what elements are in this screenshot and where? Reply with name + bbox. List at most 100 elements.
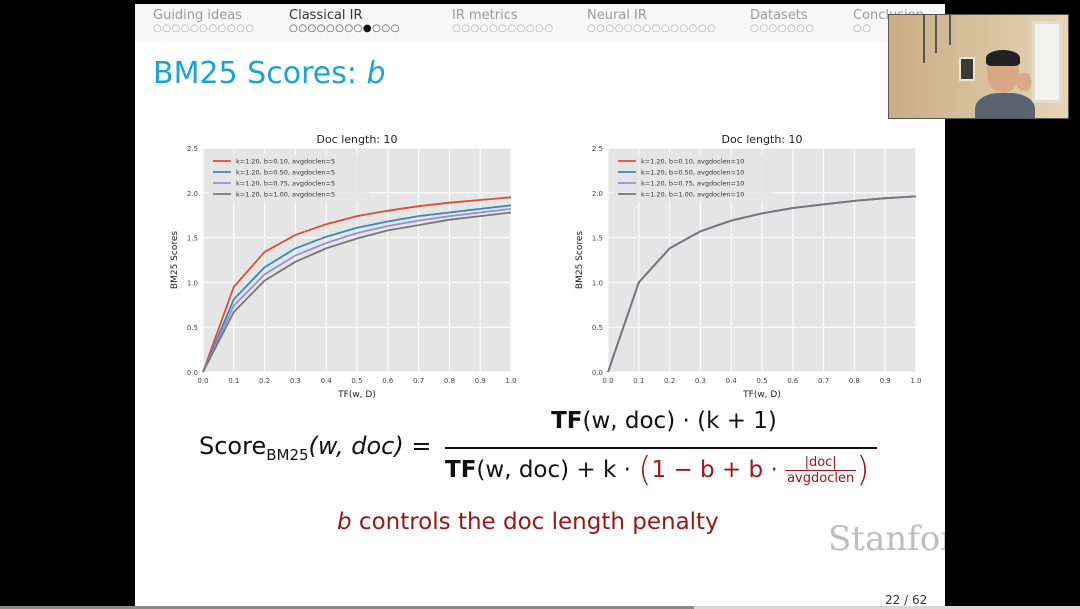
nav-dot[interactable]: ○ bbox=[596, 23, 606, 34]
section-navigation: Guiding ideas ○○○○○○○○○○○ Classical IR ○○○○… bbox=[135, 4, 945, 42]
nav-dot[interactable]: ○ bbox=[498, 23, 508, 34]
nav-section-dots[interactable]: ○○○○○○○○○○○ bbox=[153, 23, 255, 35]
nav-dot[interactable]: ○ bbox=[189, 23, 200, 34]
nav-section-2[interactable]: IR metrics ○○○○○○○○○○○ bbox=[452, 8, 554, 35]
nav-dot[interactable]: ○ bbox=[544, 23, 554, 34]
nav-dot[interactable]: ○ bbox=[750, 23, 760, 34]
nav-dot-current[interactable]: ● bbox=[362, 23, 373, 34]
nav-dot[interactable]: ○ bbox=[236, 23, 246, 34]
nav-dot[interactable]: ○ bbox=[623, 23, 634, 34]
nav-dot[interactable]: ○ bbox=[289, 23, 299, 34]
formula-lhs-args: (w, doc) = bbox=[308, 432, 432, 460]
series-line-0 bbox=[202, 196, 512, 373]
formula-open-paren: ( bbox=[638, 450, 652, 490]
nav-section-dots[interactable]: ○○○○○○○ bbox=[750, 23, 815, 35]
nav-section-dots[interactable]: ○○○○○○○○○○○ bbox=[452, 23, 554, 35]
nav-section-title[interactable]: Datasets bbox=[750, 8, 808, 23]
nav-section-0[interactable]: Guiding ideas ○○○○○○○○○○○ bbox=[153, 8, 255, 35]
y-tick-label: 1.5 bbox=[187, 235, 198, 243]
nav-dot[interactable]: ○ bbox=[786, 23, 797, 34]
nav-dot[interactable]: ○ bbox=[180, 23, 190, 34]
nav-section-title[interactable]: IR metrics bbox=[452, 8, 518, 23]
nav-dot[interactable]: ○ bbox=[651, 23, 661, 34]
nav-section-4[interactable]: Datasets ○○○○○○○ bbox=[750, 8, 815, 35]
nav-dot[interactable]: ○ bbox=[777, 23, 787, 34]
nav-dot[interactable]: ○ bbox=[316, 23, 326, 34]
presenter-body bbox=[975, 93, 1035, 118]
legend-entry: k=1.20, b=0.50, avgdoclen=10 bbox=[641, 169, 744, 177]
legend-box bbox=[209, 154, 369, 202]
nav-dot[interactable]: ○ bbox=[217, 23, 227, 34]
x-tick-label: 0.2 bbox=[259, 377, 270, 385]
video-progress-fill bbox=[0, 606, 694, 609]
nav-section-dots[interactable]: ○○○○○○○○○○○○○○ bbox=[587, 23, 716, 35]
nav-dot[interactable]: ○ bbox=[245, 23, 255, 34]
nav-dot[interactable]: ○ bbox=[171, 23, 181, 34]
nav-dot[interactable]: ○ bbox=[335, 23, 345, 34]
nav-section-3[interactable]: Neural IR ○○○○○○○○○○○○○○ bbox=[587, 8, 716, 35]
nav-dot[interactable]: ○ bbox=[670, 23, 680, 34]
legend-entry: k=1.20, b=1.00, avgdoclen=10 bbox=[641, 191, 744, 199]
nav-dot[interactable]: ○ bbox=[507, 23, 517, 34]
nav-dot[interactable]: ○ bbox=[688, 23, 698, 34]
nav-dot[interactable]: ○ bbox=[307, 23, 317, 34]
nav-dot[interactable]: ○ bbox=[199, 23, 209, 34]
nav-section-title[interactable]: Guiding ideas bbox=[153, 8, 243, 23]
nav-dot[interactable]: ○ bbox=[381, 23, 391, 34]
nav-section-dots[interactable]: ○○○○○○○○●○○○ bbox=[289, 23, 400, 35]
nav-dot[interactable]: ○ bbox=[162, 23, 172, 34]
series-line-3 bbox=[202, 211, 512, 373]
nav-dot[interactable]: ○ bbox=[390, 23, 400, 34]
nav-dot[interactable]: ○ bbox=[768, 23, 778, 34]
nav-dot[interactable]: ○ bbox=[372, 23, 382, 34]
y-tick-label: 1.0 bbox=[187, 279, 198, 287]
formula-numerator-args: (w, doc) · (k + 1) bbox=[582, 408, 777, 434]
nav-dot[interactable]: ○ bbox=[344, 23, 354, 34]
nav-dot[interactable]: ○ bbox=[461, 23, 471, 34]
y-tick-label: 2.0 bbox=[187, 190, 198, 198]
x-tick-label: 0.9 bbox=[880, 377, 891, 385]
nav-dot[interactable]: ○ bbox=[587, 23, 597, 34]
formula-denominator-args: (w, doc) + k · bbox=[476, 457, 639, 483]
nav-dot[interactable]: ○ bbox=[796, 23, 806, 34]
nav-dot[interactable]: ○ bbox=[759, 23, 769, 34]
x-tick-label: 0.7 bbox=[413, 377, 424, 385]
nav-dot[interactable]: ○ bbox=[660, 23, 671, 34]
nav-dot[interactable]: ○ bbox=[535, 23, 545, 34]
y-tick-label: 0.0 bbox=[187, 369, 198, 377]
nav-dot[interactable]: ○ bbox=[226, 23, 237, 34]
nav-dot[interactable]: ○ bbox=[479, 23, 489, 34]
nav-dot[interactable]: ○ bbox=[614, 23, 624, 34]
nav-dot[interactable]: ○ bbox=[298, 23, 308, 34]
caption-variable: b bbox=[337, 509, 352, 535]
nav-dot[interactable]: ○ bbox=[862, 23, 872, 34]
nav-dot[interactable]: ○ bbox=[805, 23, 815, 34]
nav-section-title[interactable]: Classical IR bbox=[289, 8, 363, 23]
nav-dot[interactable]: ○ bbox=[153, 23, 163, 34]
nav-dot[interactable]: ○ bbox=[679, 23, 689, 34]
nav-section-1[interactable]: Classical IR ○○○○○○○○●○○○ bbox=[289, 8, 400, 35]
nav-dot[interactable]: ○ bbox=[707, 23, 717, 34]
y-tick-label: 0.5 bbox=[592, 324, 603, 332]
nav-dot[interactable]: ○ bbox=[516, 23, 526, 34]
nav-dot[interactable]: ○ bbox=[470, 23, 480, 34]
y-tick-label: 2.5 bbox=[592, 145, 603, 153]
nav-dot[interactable]: ○ bbox=[208, 23, 218, 34]
webcam-window bbox=[1032, 21, 1062, 103]
nav-dot[interactable]: ○ bbox=[353, 23, 363, 34]
x-tick-label: 0.3 bbox=[695, 377, 706, 385]
nav-dot[interactable]: ○ bbox=[853, 23, 863, 34]
nav-dot[interactable]: ○ bbox=[525, 23, 536, 34]
nav-dot[interactable]: ○ bbox=[633, 23, 643, 34]
nav-dot[interactable]: ○ bbox=[697, 23, 708, 34]
nav-dot[interactable]: ○ bbox=[325, 23, 336, 34]
x-axis-label: TF(w, D) bbox=[337, 390, 376, 400]
formula-doc-length: |doc| bbox=[785, 455, 857, 471]
series-line-3 bbox=[607, 195, 917, 373]
nav-dot[interactable]: ○ bbox=[452, 23, 462, 34]
nav-dot[interactable]: ○ bbox=[488, 23, 499, 34]
nav-section-dots[interactable]: ○○ bbox=[853, 23, 924, 35]
nav-dot[interactable]: ○ bbox=[605, 23, 615, 34]
nav-dot[interactable]: ○ bbox=[642, 23, 652, 34]
nav-section-title[interactable]: Neural IR bbox=[587, 8, 647, 23]
